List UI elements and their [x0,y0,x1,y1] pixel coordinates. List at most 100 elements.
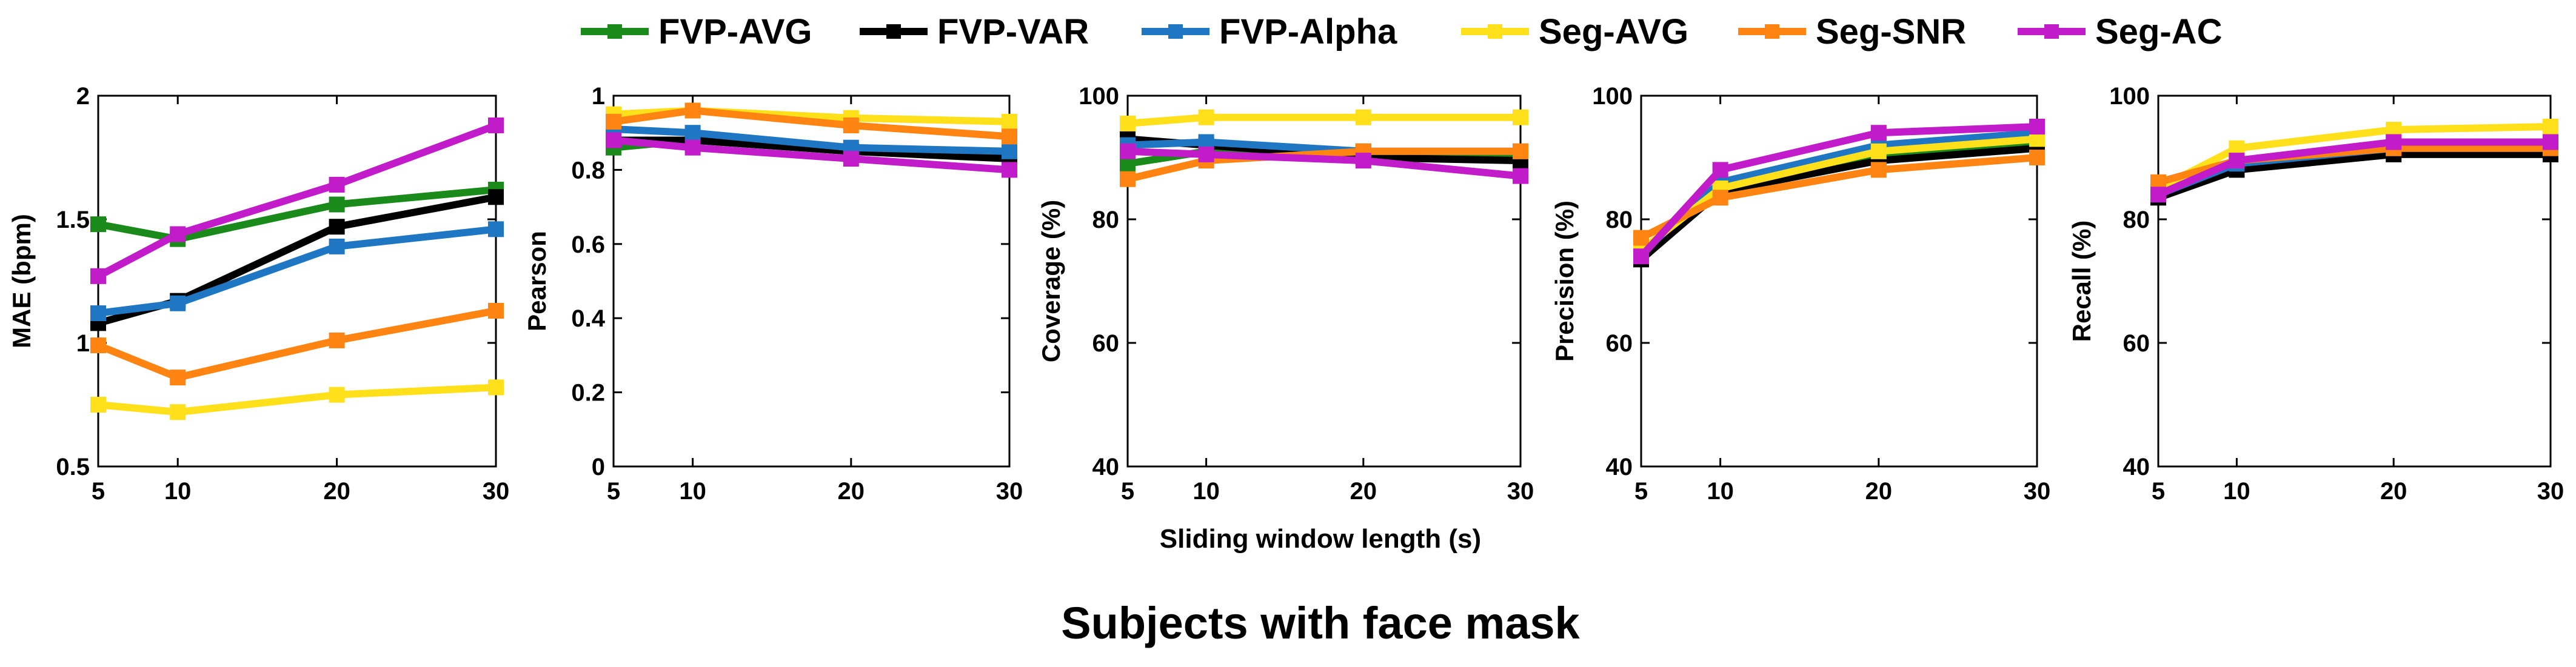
y-tick-label: 0.5 [56,454,90,480]
chart-panel-5: 40 60 80 100 5 10 20 30 Recall (%) [2067,83,2564,505]
data-point [1513,143,1528,159]
plot-frame [97,95,497,468]
y-axis-label: Recall (%) [2067,221,2096,342]
series-seg-ac [606,132,1017,178]
y-tick-label: 100 [2109,83,2150,110]
series-seg-avg [90,379,504,420]
y-tick-label: 0.2 [571,380,605,407]
data-point [1513,168,1528,184]
data-point [1712,190,1728,206]
data-point [1712,162,1728,178]
legend-swatch-marker [1168,24,1183,39]
data-point [1870,162,1887,178]
series-seg-snr [90,302,504,386]
data-point [2229,153,2245,169]
chart-panel-2: 0 0.2 0.4 0.6 0.8 1 5 10 20 30 Pearson [523,83,1023,505]
data-point [90,397,106,413]
y-tick-label: 1.5 [56,207,90,233]
shared-x-axis-label: Sliding window length (s) [1160,524,1481,554]
data-point [488,221,504,237]
data-point [1633,230,1649,246]
x-tick-label: 20 [1865,478,1893,505]
series-line [613,107,1010,125]
x-tick-label: 30 [1507,478,1534,505]
chart-panels: 0.5 1 1.5 2 5 10 20 30 MAE (bpm) 0 0.2 0.4 0.6 0.8 1 5 1… [7,83,2564,505]
x-tick-label: 5 [92,478,105,505]
series-seg-ac [1633,119,2045,265]
series-line [1638,123,2038,259]
legend-swatch-marker [1488,24,1502,39]
data-point [1002,113,1017,130]
y-tick-label: 40 [1092,454,1120,480]
data-point [1002,128,1017,145]
series-line [97,193,497,327]
chart-panel-1: 0.5 1 1.5 2 5 10 20 30 MAE (bpm) [7,83,509,505]
data-point [90,216,106,233]
data-point [170,370,186,386]
data-point [329,196,345,213]
series-seg-ac [2150,134,2558,203]
data-point [2543,119,2558,134]
series-seg-ac [90,117,504,284]
x-tick-label: 20 [2380,478,2407,505]
x-tick-label: 10 [2223,478,2250,505]
x-tick-label: 30 [483,478,510,505]
data-point [90,268,106,284]
data-point [606,113,621,130]
legend-item-seg-snr: Seg-SNR [1738,12,1966,51]
data-point [1002,162,1017,178]
legend-item-fvp-avg: FVP-AVG [581,12,812,51]
series-line [613,136,1010,174]
series-line [2156,150,2551,201]
y-tick-label: 80 [1606,207,1633,233]
y-axis-label: Coverage (%) [1037,200,1065,362]
legend-label: Seg-SNR [1816,12,1966,51]
data-point [329,387,345,403]
series-seg-avg [1120,109,1528,131]
y-tick-label: 0.4 [571,305,605,332]
data-point [684,139,701,156]
data-point [488,117,504,133]
data-point [329,176,345,193]
data-point [1633,248,1649,265]
x-tick-label: 5 [1121,478,1134,505]
data-point [843,151,859,167]
data-point [90,337,106,354]
figure-title: Subjects with face mask [1061,598,1580,648]
y-tick-label: 60 [1092,330,1120,357]
data-point [329,238,345,254]
y-tick-label: 80 [2123,207,2150,233]
legend-label: FVP-VAR [937,12,1089,51]
series-fvp-alpha [90,221,504,322]
y-tick-label: 0.8 [571,157,605,184]
data-point [1513,109,1528,125]
data-point [1198,146,1214,162]
data-point [170,295,186,311]
series-line [98,225,497,317]
legend-swatch-marker [2044,24,2059,39]
legend-item-fvp-alpha: FVP-Alpha [1142,12,1397,51]
x-tick-label: 20 [838,478,865,505]
series-line [614,136,1010,163]
data-point [1002,143,1017,159]
series-line [613,107,1010,141]
data-point [488,189,504,205]
series-line [96,122,498,280]
legend-item-fvp-var: FVP-VAR [860,12,1089,51]
x-tick-label: 5 [607,478,620,505]
legend-swatch-marker [886,24,901,39]
data-point [2150,187,2166,203]
x-tick-label: 10 [679,478,706,505]
x-tick-label: 5 [2152,478,2165,505]
y-tick-label: 1 [76,330,90,357]
legend-item-seg-avg: Seg-AVG [1461,12,1688,51]
legend-swatch-marker [607,24,622,39]
series-line [97,186,497,243]
legend: FVP-AVG FVP-VAR FVP-Alpha Seg-AVG Seg-SNR Seg… [581,12,2222,51]
y-axis-label: MAE (bpm) [7,214,36,348]
chart-panel-3: 40 60 80 100 5 10 20 30 Coverage (%) [1037,83,1534,505]
x-tick-label: 5 [1634,478,1648,505]
y-tick-label: 0.6 [571,231,605,258]
series-line [98,383,497,416]
